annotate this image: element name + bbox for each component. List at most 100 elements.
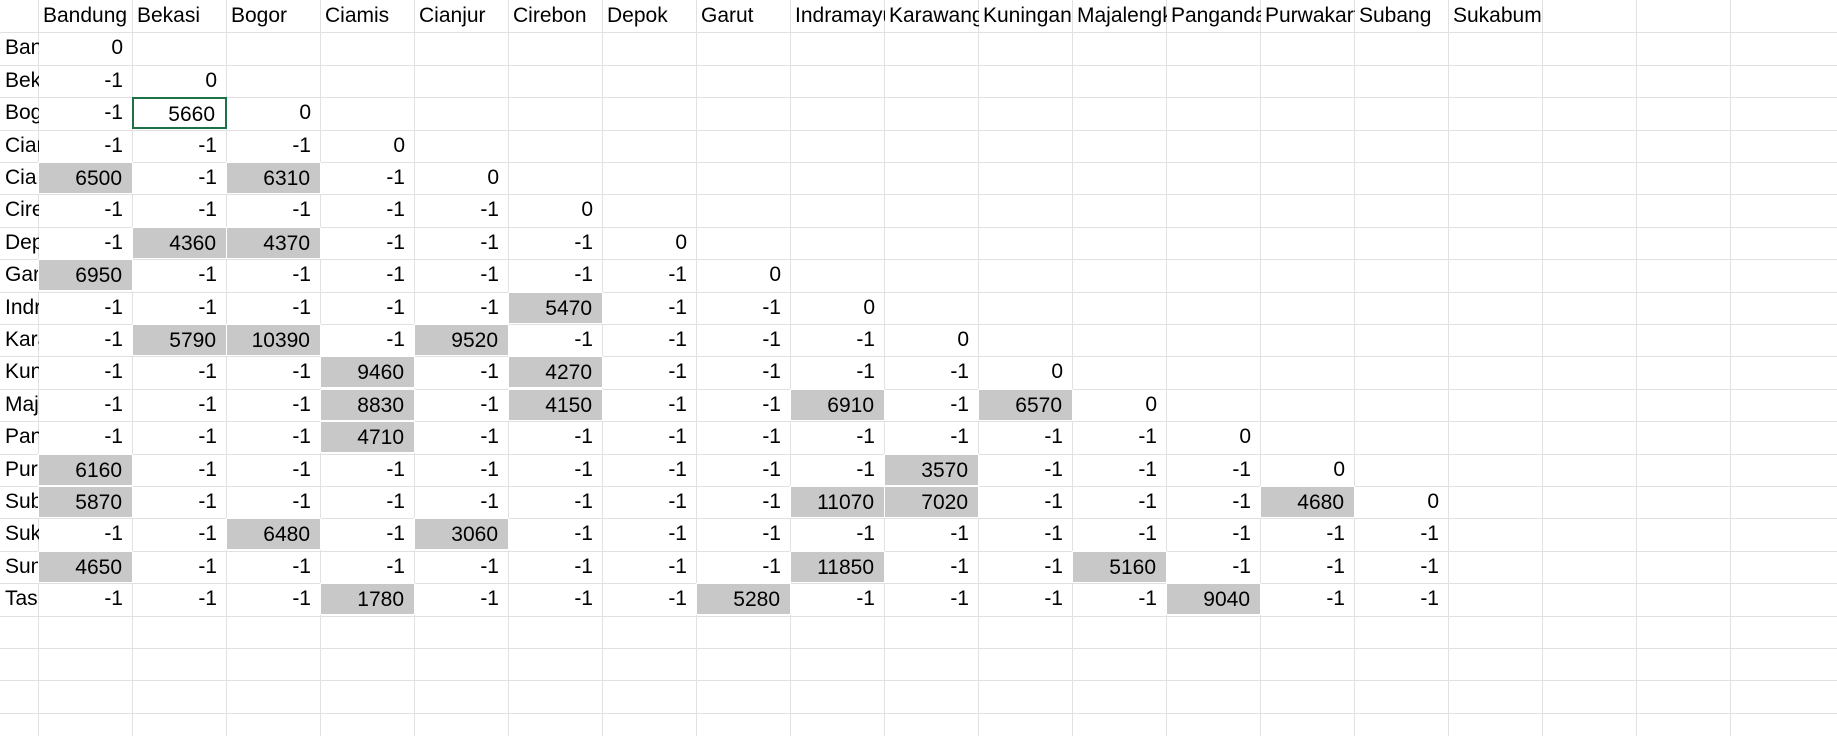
column-header-purwakarta[interactable]: Purwakarta [1265, 4, 1355, 27]
table-cell[interactable]: -1 [292, 458, 311, 481]
row-header-sumedang[interactable]: Sumedang [5, 555, 39, 578]
column-header-kuningan[interactable]: Kuningan [983, 4, 1072, 27]
table-cell[interactable]: -1 [104, 360, 123, 383]
table-cell[interactable]: -1 [856, 458, 875, 481]
table-cell[interactable]: -1 [104, 231, 123, 254]
table-cell[interactable]: -1 [950, 425, 969, 448]
row-header-depok[interactable]: Depok [5, 231, 39, 254]
column-header-sukabumi[interactable]: Sukabumi [1453, 4, 1543, 27]
table-cell[interactable]: 0 [111, 36, 123, 59]
table-cell[interactable]: -1 [480, 458, 499, 481]
table-cell[interactable]: -1 [1232, 458, 1251, 481]
table-cell[interactable]: -1 [480, 360, 499, 383]
table-cell[interactable]: -1 [856, 425, 875, 448]
table-cell[interactable]: -1 [1138, 522, 1157, 545]
table-cell[interactable]: -1 [762, 360, 781, 383]
table-cell[interactable]: -1 [104, 522, 123, 545]
table-cell[interactable]: -1 [762, 555, 781, 578]
table-cell[interactable]: -1 [1232, 490, 1251, 513]
table-cell[interactable]: -1 [386, 328, 405, 351]
table-cell[interactable]: -1 [386, 522, 405, 545]
table-cell[interactable]: -1 [1326, 555, 1345, 578]
table-cell[interactable]: -1 [198, 393, 217, 416]
table-cell[interactable]: -1 [668, 555, 687, 578]
table-cell[interactable]: 3060 [414, 518, 509, 550]
table-cell[interactable]: 9460 [320, 356, 415, 388]
table-cell[interactable]: 0 [675, 231, 687, 254]
column-header-ciamis[interactable]: Ciamis [325, 4, 390, 27]
column-header-bogor[interactable]: Bogor [231, 4, 288, 27]
table-cell[interactable]: -1 [668, 458, 687, 481]
table-cell[interactable]: -1 [198, 458, 217, 481]
row-header-bekasi[interactable]: Bekasi [5, 69, 39, 92]
column-header-cirebon[interactable]: Cirebon [513, 4, 587, 27]
table-cell[interactable]: -1 [762, 458, 781, 481]
table-cell[interactable]: -1 [668, 522, 687, 545]
table-cell[interactable]: 0 [1051, 360, 1063, 383]
table-cell[interactable]: -1 [104, 425, 123, 448]
column-header-pangandaran[interactable]: Pangandaran [1171, 4, 1261, 27]
table-cell[interactable]: -1 [950, 587, 969, 610]
table-cell[interactable]: 0 [299, 101, 311, 124]
table-cell[interactable]: 5280 [696, 583, 791, 615]
row-header-karawang[interactable]: Karawang [5, 328, 39, 351]
table-cell[interactable]: -1 [762, 522, 781, 545]
column-header-subang[interactable]: Subang [1359, 4, 1432, 27]
table-cell[interactable]: -1 [480, 425, 499, 448]
table-cell[interactable]: 0 [205, 69, 217, 92]
table-cell[interactable]: -1 [856, 360, 875, 383]
table-cell[interactable]: -1 [104, 198, 123, 221]
column-header-indramayu[interactable]: Indramayu [795, 4, 885, 27]
table-cell[interactable]: -1 [950, 393, 969, 416]
table-cell[interactable]: -1 [1420, 555, 1439, 578]
table-cell[interactable]: -1 [1326, 522, 1345, 545]
table-cell[interactable]: -1 [480, 587, 499, 610]
table-cell[interactable]: 5470 [508, 292, 603, 324]
table-cell[interactable]: -1 [198, 296, 217, 319]
column-header-bekasi[interactable]: Bekasi [137, 4, 201, 27]
table-cell[interactable]: -1 [386, 231, 405, 254]
table-cell[interactable]: -1 [480, 231, 499, 254]
table-cell[interactable]: -1 [1232, 555, 1251, 578]
table-cell[interactable]: -1 [292, 587, 311, 610]
table-cell[interactable]: -1 [1044, 490, 1063, 513]
table-cell[interactable]: 0 [769, 263, 781, 286]
table-cell[interactable]: -1 [386, 490, 405, 513]
table-cell[interactable]: -1 [668, 263, 687, 286]
table-cell[interactable]: 6500 [38, 162, 133, 194]
table-cell[interactable]: -1 [198, 360, 217, 383]
table-cell[interactable]: -1 [480, 555, 499, 578]
table-cell[interactable]: 0 [581, 198, 593, 221]
row-header-indramayu[interactable]: Indramayu [5, 296, 39, 319]
table-cell[interactable]: -1 [574, 587, 593, 610]
table-cell[interactable]: -1 [292, 296, 311, 319]
table-cell[interactable]: 1780 [320, 583, 415, 615]
table-cell[interactable]: -1 [856, 587, 875, 610]
table-cell[interactable]: -1 [292, 393, 311, 416]
table-cell[interactable]: 7020 [884, 486, 979, 518]
row-header-kuningan[interactable]: Kuningan [5, 360, 39, 383]
table-cell[interactable]: -1 [668, 587, 687, 610]
table-cell[interactable]: -1 [1044, 522, 1063, 545]
column-header-depok[interactable]: Depok [607, 4, 668, 27]
row-header-cirebon[interactable]: Cirebon [5, 198, 39, 221]
table-cell[interactable]: 0 [1145, 393, 1157, 416]
table-cell[interactable]: -1 [480, 263, 499, 286]
table-cell[interactable]: -1 [104, 134, 123, 157]
column-header-bandung[interactable]: Bandung [43, 4, 128, 27]
table-cell[interactable]: -1 [950, 360, 969, 383]
table-cell[interactable]: -1 [198, 522, 217, 545]
table-cell[interactable]: -1 [762, 296, 781, 319]
table-cell[interactable]: -1 [292, 263, 311, 286]
table-cell[interactable]: 4370 [226, 227, 321, 259]
table-cell[interactable]: -1 [198, 134, 217, 157]
row-header-bogor[interactable]: Bogor [5, 101, 39, 124]
table-cell[interactable]: -1 [1138, 425, 1157, 448]
table-cell[interactable]: 0 [487, 166, 499, 189]
table-cell[interactable]: -1 [574, 458, 593, 481]
table-cell[interactable]: -1 [386, 263, 405, 286]
table-cell[interactable]: 5870 [38, 486, 133, 518]
table-cell[interactable]: -1 [1420, 587, 1439, 610]
table-cell[interactable]: 4150 [508, 389, 603, 421]
